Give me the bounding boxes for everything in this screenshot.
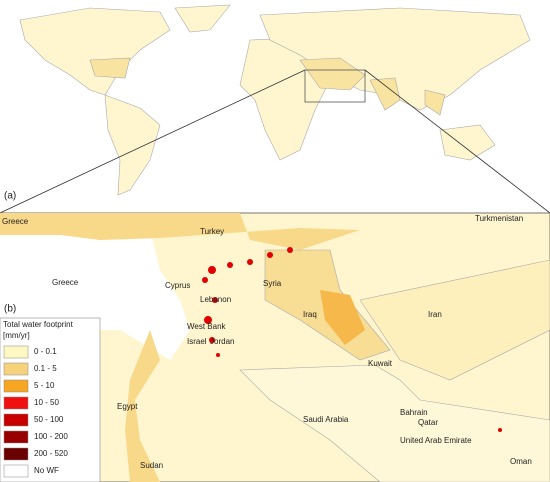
- country-label: Turkmenistan: [475, 214, 523, 223]
- country-label: Egypt: [117, 402, 138, 411]
- country-label: Oman: [510, 457, 532, 466]
- legend-label: 10 - 50: [34, 398, 59, 407]
- legend-label: No WF: [34, 466, 59, 475]
- legend-title: Total water footprint: [3, 320, 74, 329]
- country-label: Syria: [263, 279, 282, 288]
- hotspots: [202, 247, 502, 432]
- legend-label: 0.1 - 5: [34, 364, 57, 373]
- country-label: Saudi Arabia: [303, 415, 349, 424]
- legend-swatch: [3, 362, 29, 376]
- legend-swatch: [3, 413, 29, 427]
- legend-label: 0 - 0.1: [34, 347, 57, 356]
- country-label: West Bank: [187, 322, 227, 331]
- legend-swatch: [3, 379, 29, 393]
- legend-label: 50 - 100: [34, 415, 64, 424]
- country-label: Turkey: [200, 227, 224, 236]
- country-label: Qatar: [418, 418, 438, 427]
- legend-swatch: [3, 464, 29, 478]
- legend-unit: [mm/yr]: [3, 331, 30, 340]
- country-label: Kuwait: [368, 359, 393, 368]
- legend-swatch: [3, 345, 29, 359]
- country-label: Greece: [52, 278, 79, 287]
- world-map: [0, 4, 550, 214]
- country-label: Iraq: [303, 310, 317, 319]
- country-label: Lebanon: [200, 295, 231, 304]
- country-labels: Greece Turkey Turkmenistan Greece Cyprus Syri…: [2, 214, 532, 470]
- legend-swatch: [3, 396, 29, 410]
- legend-label: 5 - 10: [34, 381, 55, 390]
- country-label: Jordan: [210, 337, 234, 346]
- country-label: Cyprus: [165, 281, 190, 290]
- legend: Total water footprint [mm/yr] 0 - 0.1 0.1 -…: [0, 317, 101, 482]
- legend-label: 200 - 520: [34, 449, 68, 458]
- country-label: United Arab Emirate: [400, 436, 472, 445]
- country-label: Bahrain: [400, 408, 428, 417]
- panel-label: (b): [4, 304, 16, 315]
- legend-swatch: [3, 447, 29, 461]
- country-label: Sudan: [140, 461, 163, 470]
- legend-label: 100 - 200: [34, 432, 68, 441]
- country-label: Greece: [2, 217, 29, 226]
- country-label: Israel: [187, 337, 207, 346]
- legend-swatch: [3, 430, 29, 444]
- panel-label: (a): [4, 191, 16, 202]
- country-label: Iran: [428, 310, 442, 319]
